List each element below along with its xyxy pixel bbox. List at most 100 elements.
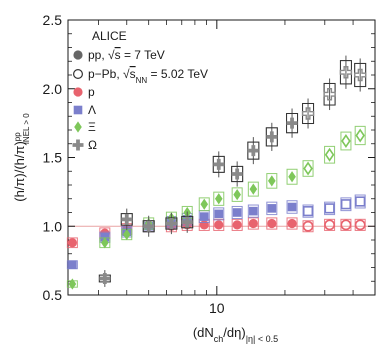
y-tick-label: 1.5: [43, 150, 63, 166]
data-point: [199, 220, 209, 230]
legend-marker-circle-shape: [73, 87, 83, 97]
legend-system-var: s: [115, 48, 121, 62]
data-point: [286, 117, 298, 129]
data-point-shape: [67, 238, 77, 248]
y-axis-label: (h/π)/(h/π)ppINEL > 0: [12, 113, 31, 202]
data-point-shape: [231, 168, 243, 180]
data-point: [301, 107, 315, 120]
data-point-shape: [232, 208, 242, 217]
data-point: [249, 183, 258, 195]
legend-title: ALICE: [92, 29, 127, 43]
data-point: [267, 218, 277, 229]
data-point-shape: [302, 206, 314, 217]
data-point: [303, 161, 313, 176]
data-point: [268, 175, 276, 187]
data-point-shape: [324, 219, 335, 231]
systematic-box: [231, 187, 243, 202]
data-point-shape: [101, 237, 109, 249]
data-point-shape: [303, 161, 313, 176]
data-point: [214, 193, 223, 205]
data-point-shape: [165, 218, 177, 230]
data-point: [232, 220, 242, 230]
data-point: [353, 68, 367, 82]
legend-marker-ppb: [72, 68, 83, 79]
x-axis-label-sub: ch: [214, 334, 224, 344]
y-axis-label-sup: pp: [13, 132, 22, 141]
legend-species-label: Λ: [88, 103, 96, 117]
legend-system-part: = 5.02 TeV: [147, 67, 208, 81]
data-layer: [66, 55, 367, 290]
data-point: [267, 204, 277, 213]
systematic-box: [213, 218, 225, 231]
y-tick-label: 2.5: [43, 12, 63, 28]
legend-system-label: pp, √s = 7 TeV: [88, 48, 165, 62]
data-point-shape: [267, 204, 277, 213]
data-point-shape: [248, 218, 258, 229]
data-point-shape: [122, 228, 131, 241]
x-axis-label: (dNch/dη)|η| < 0.5: [193, 325, 278, 344]
x-axis-label-part: (dN: [193, 325, 214, 340]
data-point: [214, 220, 224, 230]
data-point-shape: [355, 128, 365, 143]
data-point-shape: [286, 117, 298, 129]
data-point: [323, 88, 336, 101]
series-6: [98, 108, 299, 287]
data-point-shape: [249, 183, 258, 195]
systematic-box: [340, 131, 352, 151]
x-axis-label-part: /dη): [223, 325, 245, 340]
data-point: [302, 206, 314, 217]
data-point: [200, 198, 209, 210]
systematic-box: [247, 204, 259, 218]
data-point: [288, 171, 296, 183]
data-point: [247, 145, 259, 157]
data-point: [324, 147, 335, 162]
data-point-shape: [340, 219, 352, 231]
data-point: [231, 168, 243, 180]
legend-marker-diamond-shape: [74, 121, 82, 133]
systematic-box: [266, 217, 278, 230]
systematic-box: [266, 173, 278, 189]
series-3: [302, 194, 366, 218]
y-axis-label-part: (h/π)/(h/π): [12, 141, 27, 202]
y-tick-label: 1.0: [43, 218, 63, 234]
legend-system-part: = 7 TeV: [121, 48, 165, 62]
systematic-box: [231, 218, 243, 231]
legend-marker-circle: [73, 87, 83, 97]
data-point-shape: [143, 220, 155, 232]
data-point: [214, 209, 224, 219]
legend-species-label: p: [88, 85, 95, 99]
data-point-shape: [233, 189, 241, 201]
systematic-box: [286, 200, 298, 214]
systematic-box: [286, 217, 298, 230]
data-point: [68, 260, 77, 270]
systematic-box: [198, 197, 210, 212]
data-point-shape: [287, 218, 297, 229]
data-point-shape: [340, 199, 352, 210]
data-point-shape: [301, 107, 315, 120]
data-point-shape: [68, 278, 77, 290]
series-5: [302, 125, 366, 177]
systematic-box: [213, 207, 225, 221]
systematic-box: [354, 125, 366, 146]
systematic-box: [324, 145, 336, 164]
data-point: [266, 131, 278, 143]
legend-marker-pp: [73, 50, 83, 60]
legend-marker-cross-shape: [72, 139, 84, 151]
data-point: [67, 238, 77, 248]
data-point: [354, 219, 366, 231]
data-point: [249, 206, 258, 216]
data-point: [165, 218, 177, 230]
data-point-shape: [200, 198, 209, 210]
data-point-shape: [353, 68, 367, 82]
legend-marker-diamond: [74, 121, 82, 133]
plot-area: [68, 20, 375, 295]
data-point-shape: [214, 193, 223, 205]
systematic-box: [286, 168, 298, 185]
y-tick-label: 0.5: [43, 287, 63, 303]
data-point-shape: [247, 145, 259, 157]
data-point-shape: [249, 206, 258, 216]
data-point: [101, 237, 109, 249]
systematic-box: [266, 201, 278, 216]
